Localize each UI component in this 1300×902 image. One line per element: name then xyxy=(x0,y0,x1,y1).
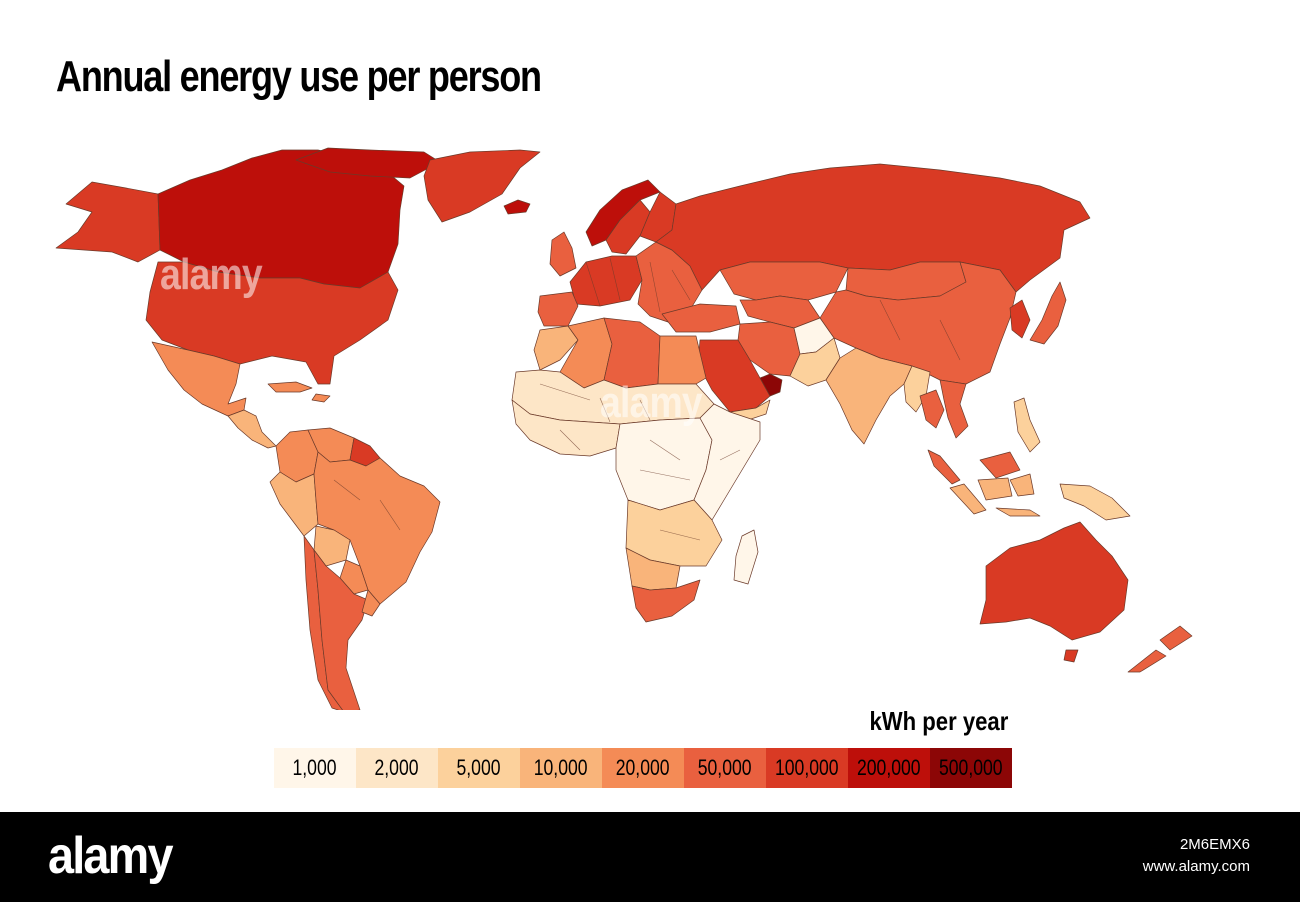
legend-bin: 500,000 xyxy=(930,748,1012,788)
region-egypt[interactable]: Egypt xyxy=(657,335,707,385)
alamy-logo[interactable]: alamy xyxy=(48,827,174,885)
footer-url[interactable]: www.alamy.com xyxy=(1142,858,1250,875)
region-western-europe[interactable]: Western Europe xyxy=(569,255,643,307)
footer-image-info: 2M6EMX6 www.alamy.com xyxy=(1143,834,1250,878)
legend-bin-label: 100,000 xyxy=(775,755,839,780)
region-new-zealand[interactable]: New Zealand xyxy=(1127,625,1193,673)
legend-bin: 2,000 xyxy=(356,748,438,788)
legend-bin-label: 1,000 xyxy=(292,755,338,780)
region-thailand[interactable]: Thailand xyxy=(919,389,945,429)
region-philippines[interactable]: Philippines xyxy=(1013,397,1041,453)
region-iceland[interactable]: Iceland xyxy=(503,199,531,215)
region-kazakhstan[interactable]: Kazakhstan xyxy=(719,261,849,301)
region-korea[interactable]: Korea xyxy=(1009,299,1031,339)
legend-bin: 10,000 xyxy=(520,748,602,788)
region-tasmania[interactable]: Australia xyxy=(1063,649,1079,663)
watermark-center: alamy xyxy=(600,378,703,427)
legend-bin: 100,000 xyxy=(766,748,848,788)
region-united-kingdom[interactable]: United Kingdom xyxy=(549,231,577,277)
region-papua-new-guinea[interactable]: Papua New Guinea xyxy=(1059,483,1131,521)
region-vietnam[interactable]: Vietnam xyxy=(939,379,969,439)
legend-bin-label: 2,000 xyxy=(374,755,420,780)
legend-bin-label: 20,000 xyxy=(616,755,670,780)
map-internal-borders xyxy=(333,257,961,541)
legend-bin: 200,000 xyxy=(848,748,930,788)
legend-bin-label: 50,000 xyxy=(698,755,752,780)
world-choropleth-map: Alaska Canada Canada Greenland Iceland U… xyxy=(55,147,1193,710)
region-argentina[interactable]: Argentina xyxy=(313,549,369,710)
color-legend: 1,000 2,000 5,000 10,000 20,000 50,000 1… xyxy=(274,748,1012,788)
region-greenland[interactable]: Greenland xyxy=(423,149,541,223)
region-australia[interactable]: Australia xyxy=(979,521,1129,641)
legend-bin-label: 500,000 xyxy=(939,755,1003,780)
region-caribbean[interactable]: Caribbean xyxy=(267,381,331,403)
legend-unit-label: kWh per year xyxy=(869,706,1008,736)
region-malaysia[interactable]: Malaysia xyxy=(927,449,1021,485)
region-central-america[interactable]: Central America xyxy=(227,409,277,449)
legend-bin: 50,000 xyxy=(684,748,766,788)
region-peru[interactable]: Peru xyxy=(269,471,319,537)
stock-footer-bar: alamy 2M6EMX6 www.alamy.com xyxy=(0,812,1300,902)
region-alaska[interactable]: Alaska xyxy=(55,181,161,263)
region-india[interactable]: India xyxy=(825,347,913,445)
region-south-africa[interactable]: South Africa xyxy=(631,579,701,623)
map-title: Annual energy use per person xyxy=(56,52,542,101)
legend-bin-label: 5,000 xyxy=(456,755,502,780)
region-indonesia[interactable]: Indonesia xyxy=(949,473,1041,517)
region-gulf-states[interactable]: Gulf States xyxy=(759,373,783,397)
region-uruguay[interactable]: Uruguay xyxy=(361,589,381,617)
legend-bin-label: 10,000 xyxy=(534,755,588,780)
region-madagascar[interactable]: Madagascar xyxy=(733,529,759,585)
watermark-left: alamy xyxy=(160,250,263,299)
region-east-africa[interactable]: East Africa xyxy=(693,403,761,521)
legend-bin: 5,000 xyxy=(438,748,520,788)
region-norway[interactable]: Norway xyxy=(585,179,661,247)
legend-bin: 1,000 xyxy=(274,748,356,788)
region-japan[interactable]: Japan xyxy=(1029,281,1067,345)
region-mexico[interactable]: Mexico xyxy=(151,341,247,417)
legend-bin: 20,000 xyxy=(602,748,684,788)
legend-bin-label: 200,000 xyxy=(857,755,921,780)
footer-image-id: 2M6EMX6 xyxy=(1179,836,1250,853)
region-iberia[interactable]: Iberia xyxy=(537,291,579,327)
